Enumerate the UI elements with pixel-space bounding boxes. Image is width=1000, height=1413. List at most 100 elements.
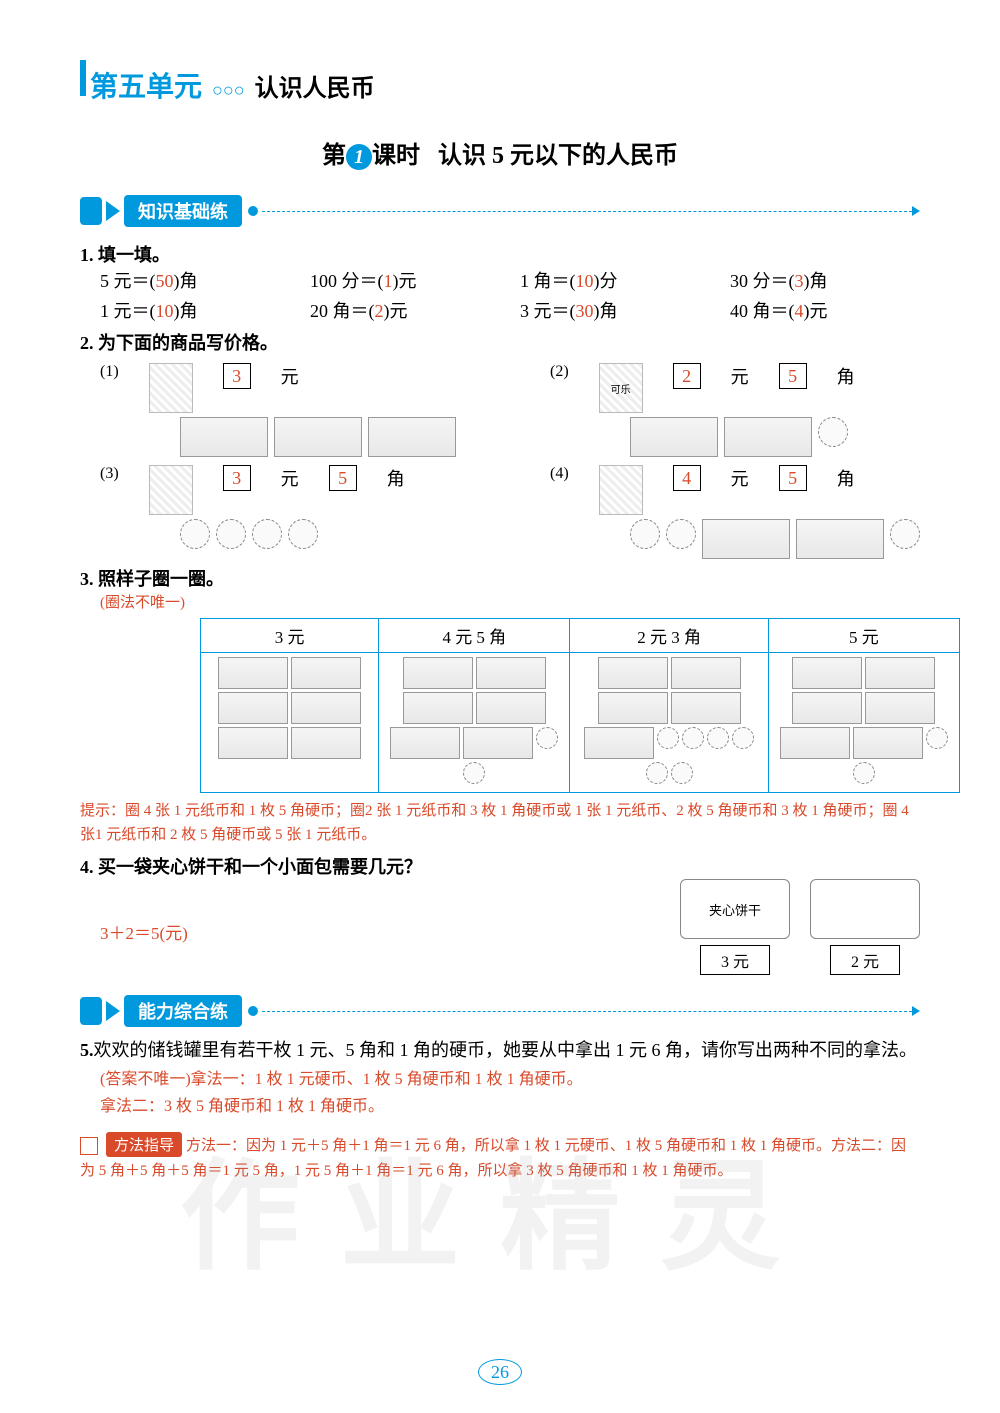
coin-icon [180,519,210,549]
yuan-label: 元 [281,465,299,491]
yuan-label: 元 [731,363,749,389]
fill-item: 40 角＝(4)元 [730,297,920,323]
table-header: 5 元 [768,619,959,653]
money-row [630,519,920,559]
price-yuan-box: 3 [223,363,251,389]
q3-note: (圈法不唯一) [100,591,920,612]
q2-item-1: (1) 3 元 [100,363,470,413]
yuan-label: 元 [281,363,299,389]
q2-idx: (2) [550,363,569,381]
q1-title: 1. 填一填。 [80,241,920,267]
bill-icon [630,417,718,457]
price-yuan-box: 2 [673,363,701,389]
unit-subtitle: 认识人民币 [255,68,375,103]
q5-num: 5. [80,1040,94,1060]
bill-icon [702,519,790,559]
price-jiao-box: 5 [329,465,357,491]
lesson-prefix: 第 [322,143,346,169]
money-row [180,417,470,457]
table-cell [201,653,379,793]
money-row [180,519,470,549]
q4-equation: 3＋2＝5(元) [100,919,188,944]
fill-item: 100 分＝(1)元 [310,267,500,293]
unit-bar [80,60,86,96]
table-cell [570,653,768,793]
coin-icon [630,519,660,549]
person-icon [80,997,102,1025]
q2-title: 2. 为下面的商品写价格。 [80,329,920,355]
snack-price: 3 元 [700,945,770,975]
page-number: 26 [478,1362,522,1383]
fill-item: 5 元＝(50)角 [100,267,290,293]
q5-text: 欢欢的储钱罐里有若干枚 1 元、5 角和 1 角的硬币，她要从中拿出 1 元 6… [94,1040,918,1060]
q2-idx: (1) [100,363,119,381]
jiao-label: 角 [837,363,855,389]
book-icon [80,1137,98,1155]
fill-item: 3 元＝(30)角 [520,297,710,323]
table-cell [379,653,570,793]
method-badge: 方法指导 [106,1132,182,1157]
table-header: 4 元 5 角 [379,619,570,653]
coin-icon [818,417,848,447]
snack-2: 2 元 [810,879,920,975]
snack-price: 2 元 [830,945,900,975]
fill-item: 20 角＝(2)元 [310,297,500,323]
q2-item-3: (3) 3 元 5 角 [100,465,470,515]
bill-icon [796,519,884,559]
price-jiao-box: 5 [779,363,807,389]
q3-title: 3. 照样子圈一圈。 [80,565,920,591]
goods-icon [149,363,193,413]
lesson-suffix: 课时 [372,143,420,169]
yuan-label: 元 [731,465,749,491]
q2-idx: (4) [550,465,569,483]
goods-icon: 可乐 [599,363,643,413]
coin-icon [288,519,318,549]
unit-header: 第五单元 ○○○ 认识人民币 [80,60,920,105]
q5-ans1: (答案不唯一)拿法一：1 枚 1 元硬币、1 枚 5 角硬币和 1 枚 1 角硬… [100,1066,920,1093]
price-yuan-box: 4 [673,465,701,491]
table-header: 3 元 [201,619,379,653]
section-basic-title: 知识基础练 [124,195,242,227]
snack-1: 夹心饼干 3 元 [680,879,790,975]
arrow-end-icon [912,1006,920,1016]
dot-icon [248,1006,258,1016]
q1-grid: 5 元＝(50)角 100 分＝(1)元 1 角＝(10)分 30 分＝(3)角… [80,267,920,323]
price-jiao-box: 5 [779,465,807,491]
q5: 5.欢欢的储钱罐里有若干枚 1 元、5 角和 1 角的硬币，她要从中拿出 1 元… [80,1035,920,1066]
arrow-icon [106,201,120,221]
bill-icon [368,417,456,457]
section-ability-title: 能力综合练 [124,995,242,1027]
person-icon [80,197,102,225]
dot-icon [248,206,258,216]
goods-icon [599,465,643,515]
q5-ans2: 拿法二：3 枚 5 角硬币和 1 枚 1 角硬币。 [100,1093,920,1120]
jiao-label: 角 [387,465,405,491]
goods-icon [149,465,193,515]
bill-icon [274,417,362,457]
lesson-name: 认识 5 元以下的人民币 [438,143,678,169]
bill-icon [724,417,812,457]
unit-title: 第五单元 [90,65,202,105]
dash-line [262,1011,912,1012]
q3-hint: 提示：圈 4 张 1 元纸币和 1 枚 5 角硬币；圈2 张 1 元纸币和 3 … [80,799,920,847]
dots-icon: ○○○ [212,80,245,101]
jiao-label: 角 [837,465,855,491]
money-row [630,417,920,457]
section-ability-badge: 能力综合练 [80,995,920,1027]
q2-item-4: (4) 4 元 5 角 [550,465,920,515]
bill-icon [180,417,268,457]
page-num-value: 26 [478,1359,522,1385]
coin-icon [890,519,920,549]
table-header: 2 元 3 角 [570,619,768,653]
fill-item: 1 元＝(10)角 [100,297,290,323]
fill-item: 30 分＝(3)角 [730,267,920,293]
coin-icon [666,519,696,549]
snack-icon [810,879,920,939]
lesson-num: 1 [346,144,372,170]
section-basic-badge: 知识基础练 [80,195,920,227]
arrow-end-icon [912,206,920,216]
method-text: 方法一：因为 1 元＋5 角＋1 角＝1 元 6 角，所以拿 1 枚 1 元硬币… [80,1138,906,1180]
arrow-icon [106,1001,120,1021]
q2-item-2: (2) 可乐 2 元 5 角 [550,363,920,413]
q2-idx: (3) [100,465,119,483]
